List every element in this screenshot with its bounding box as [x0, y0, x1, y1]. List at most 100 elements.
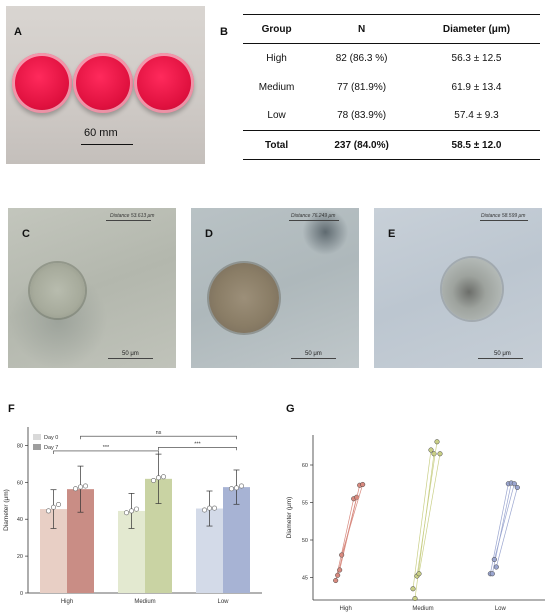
- table-total-row: Total 237 (84.0%) 58.5 ± 12.0: [243, 131, 540, 160]
- table-total-cell: Total: [243, 131, 310, 160]
- data-point-day7: [435, 439, 440, 444]
- legend-label: Day 0: [44, 435, 58, 441]
- y-tick-label: 0: [20, 591, 23, 597]
- table-header-row: Group N Diameter (μm): [243, 15, 540, 44]
- data-point: [207, 506, 211, 510]
- summary-table: Group N Diameter (μm) High 82 (86.3 %) 5…: [243, 14, 540, 160]
- y-tick-label: 40: [17, 517, 23, 523]
- data-point: [124, 511, 128, 515]
- panel-label-d: D: [205, 228, 213, 240]
- table-cell: 78 (83.9%): [310, 102, 413, 131]
- data-point: [202, 508, 206, 512]
- data-point: [134, 507, 138, 511]
- data-point-day0: [492, 557, 497, 562]
- distance-readout: Distance 58.599 μm: [481, 213, 525, 219]
- table-header: Group: [243, 15, 310, 44]
- table-total-cell: 237 (84.0%): [310, 131, 413, 160]
- data-point-day7: [360, 482, 365, 487]
- significance-bracket: [54, 451, 159, 454]
- petri-dish-3: [134, 53, 194, 113]
- data-point: [161, 475, 165, 479]
- scale-bar: [478, 358, 523, 359]
- panel-label-g: G: [286, 403, 295, 415]
- table-cell: 61.9 ± 13.4: [413, 73, 540, 102]
- panel-label-f: F: [8, 403, 15, 415]
- table-cell: Medium: [243, 73, 310, 102]
- table-total-cell: 58.5 ± 12.0: [413, 131, 540, 160]
- distance-readout: Distance 53.613 μm: [110, 213, 154, 219]
- data-point-day0: [337, 568, 342, 573]
- y-tick-label: 80: [17, 443, 23, 449]
- data-point-day7: [515, 485, 520, 490]
- table-header: N: [310, 15, 413, 44]
- significance-bracket: [81, 436, 237, 439]
- data-point: [156, 476, 160, 480]
- data-point-day7: [512, 481, 517, 486]
- pair-line: [342, 485, 363, 556]
- data-point-day7: [438, 451, 443, 456]
- spheroid: [209, 263, 279, 333]
- micrograph-medium: D Distance 76.249 μm 50 μm: [191, 208, 359, 368]
- table-row: High 82 (86.3 %) 56.3 ± 12.5: [243, 44, 540, 73]
- data-point: [46, 509, 50, 513]
- photo-scale-label: 60 mm: [84, 127, 118, 139]
- x-tick-label: High: [61, 599, 73, 605]
- scale-bar: [291, 358, 336, 359]
- panel-label-c: C: [22, 228, 30, 240]
- significance-label: ***: [103, 445, 110, 451]
- table-cell: 82 (86.3 %): [310, 44, 413, 73]
- data-point: [73, 487, 77, 491]
- data-point-day0: [333, 578, 338, 583]
- data-point: [151, 478, 155, 482]
- data-point-day0: [339, 553, 344, 558]
- y-tick-label: 60: [17, 480, 23, 486]
- scale-label: 50 μm: [122, 351, 139, 357]
- data-point-day0: [417, 571, 422, 576]
- data-point: [239, 484, 243, 488]
- x-tick-label: Low: [217, 599, 229, 605]
- data-point: [234, 486, 238, 490]
- x-tick-label: Medium: [412, 606, 433, 612]
- data-point: [229, 487, 233, 491]
- pair-line: [419, 454, 440, 574]
- significance-label: ***: [194, 441, 201, 447]
- pair-line: [494, 484, 514, 560]
- data-point-day0: [335, 573, 340, 578]
- data-point: [212, 506, 216, 510]
- panel-label-a: A: [14, 26, 22, 38]
- y-tick-label: 55: [302, 501, 308, 507]
- table-cell: 77 (81.9%): [310, 73, 413, 102]
- x-tick-label: Medium: [134, 599, 155, 605]
- y-tick-label: 45: [302, 576, 308, 582]
- y-axis-label: Diameter (μm): [3, 489, 10, 531]
- x-tick-label: High: [339, 606, 351, 612]
- legend-label: Day 7: [44, 445, 58, 451]
- spheroid: [442, 258, 502, 320]
- petri-dish-1: [12, 53, 72, 113]
- y-tick-label: 50: [302, 538, 308, 544]
- table-header: Diameter (μm): [413, 15, 540, 44]
- scale-bar: [108, 358, 153, 359]
- data-point: [56, 502, 60, 506]
- data-point-day7: [429, 448, 434, 453]
- photo-scale-bar: [81, 144, 133, 145]
- data-point: [83, 484, 87, 488]
- spheroid: [30, 263, 85, 318]
- distance-line: [106, 220, 151, 221]
- data-point-day0: [490, 571, 495, 576]
- petri-dish-2: [73, 53, 133, 113]
- table-row: Medium 77 (81.9%) 61.9 ± 13.4: [243, 73, 540, 102]
- scale-label: 50 μm: [305, 351, 322, 357]
- table-row: Low 78 (83.9%) 57.4 ± 9.3: [243, 102, 540, 131]
- pair-line: [417, 442, 437, 576]
- scale-label: 50 μm: [494, 351, 511, 357]
- table-cell: 56.3 ± 12.5: [413, 44, 540, 73]
- x-tick-label: Low: [495, 606, 507, 612]
- data-point-day0: [494, 565, 499, 570]
- distance-line: [289, 220, 339, 221]
- distance-readout: Distance 76.249 μm: [291, 213, 335, 219]
- data-point: [78, 485, 82, 489]
- y-axis-label: Diameter (μm): [286, 497, 293, 539]
- micrograph-low: E Distance 58.599 μm 50 μm: [374, 208, 542, 368]
- data-point: [51, 505, 55, 509]
